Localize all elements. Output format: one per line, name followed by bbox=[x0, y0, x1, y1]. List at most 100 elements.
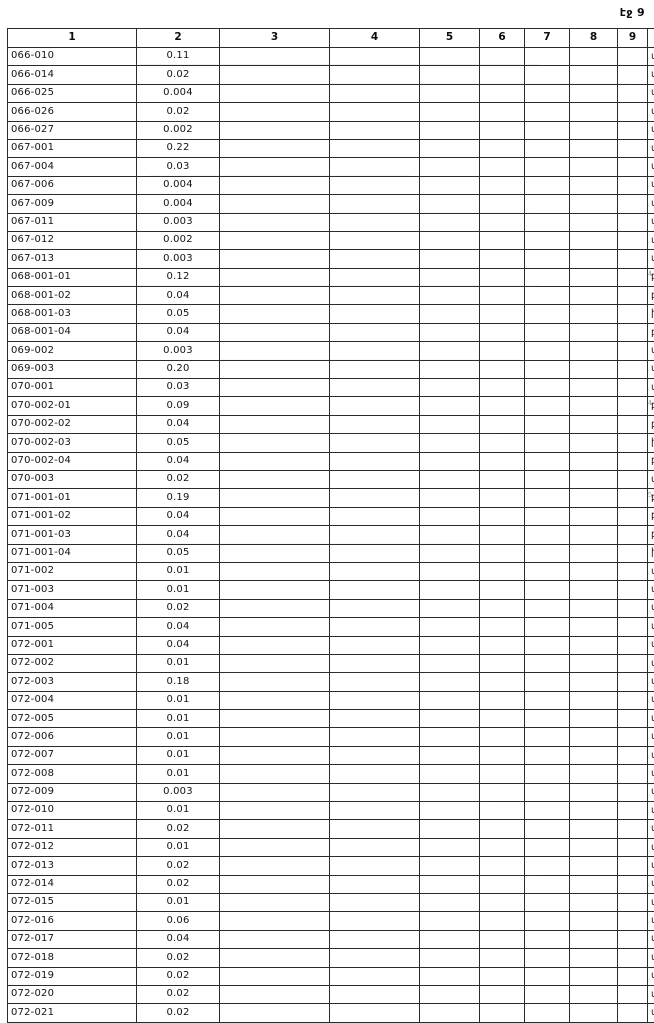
cell-col4 bbox=[330, 618, 420, 636]
table-row[interactable]: 068-001-030.05խանութ bbox=[8, 305, 654, 323]
table-row[interactable]: 071-001-030.04բնակելի շենք bbox=[8, 526, 654, 544]
cell-col8 bbox=[570, 139, 618, 157]
column-header-3: 3 bbox=[220, 29, 330, 48]
cell-col7 bbox=[525, 415, 570, 433]
cell-col5 bbox=[420, 562, 480, 580]
table-row[interactable]: 071-001-010.19բակ bbox=[8, 489, 654, 507]
cell-col3 bbox=[220, 434, 330, 452]
cell-parcel-code: 072-018 bbox=[8, 949, 137, 967]
cell-land-use: այլ հողեր bbox=[648, 746, 654, 764]
cell-land-use: այլ հողեր bbox=[648, 857, 654, 875]
column-header-5: 5 bbox=[420, 29, 480, 48]
cell-area: 0.004 bbox=[137, 195, 220, 213]
cell-col8 bbox=[570, 691, 618, 709]
cell-col7 bbox=[525, 562, 570, 580]
table-row[interactable]: 070-002-010.09բակ bbox=[8, 397, 654, 415]
table-row[interactable]: 070-002-030.05խանութ bbox=[8, 434, 654, 452]
cell-land-use: այլ հողեր bbox=[648, 802, 654, 820]
cell-col9 bbox=[618, 195, 648, 213]
cell-col8 bbox=[570, 434, 618, 452]
cell-col5 bbox=[420, 176, 480, 194]
cell-col6 bbox=[480, 618, 525, 636]
table-row[interactable]: 070-002-020.04բնակելի շենք bbox=[8, 415, 654, 433]
cell-land-use: այլ հողեր bbox=[648, 379, 654, 397]
cell-area: 0.02 bbox=[137, 875, 220, 893]
table-row[interactable]: 068-001-020.04բնակելի շենք bbox=[8, 287, 654, 305]
column-header-7: 7 bbox=[525, 29, 570, 48]
cell-col4 bbox=[330, 746, 420, 764]
table-row[interactable]: 068-001-040.04բնակելի շենք bbox=[8, 323, 654, 341]
cell-col7 bbox=[525, 507, 570, 525]
cell-col6 bbox=[480, 581, 525, 599]
cell-col5 bbox=[420, 66, 480, 84]
cell-col4 bbox=[330, 967, 420, 985]
table-row[interactable]: 071-001-040.05խանութ bbox=[8, 544, 654, 562]
cell-col7 bbox=[525, 397, 570, 415]
cell-land-use: այլ հողեր bbox=[648, 618, 654, 636]
cell-col9 bbox=[618, 470, 648, 488]
cell-area: 0.01 bbox=[137, 728, 220, 746]
cell-col4 bbox=[330, 654, 420, 672]
cell-parcel-code: 067-004 bbox=[8, 158, 137, 176]
table-row[interactable]: 070-002-040.04բնակելի շենք bbox=[8, 452, 654, 470]
cell-col7 bbox=[525, 912, 570, 930]
cell-area: 0.02 bbox=[137, 857, 220, 875]
cell-col8 bbox=[570, 599, 618, 617]
cell-col9 bbox=[618, 967, 648, 985]
cell-col6 bbox=[480, 967, 525, 985]
table-row[interactable]: 071-001-020.04բնակելի շենք bbox=[8, 507, 654, 525]
column-header-6: 6 bbox=[480, 29, 525, 48]
cell-land-use: խանութ bbox=[648, 305, 654, 323]
cell-col7 bbox=[525, 323, 570, 341]
cell-col5 bbox=[420, 250, 480, 268]
table-row[interactable]: 068-001-010.12բակ bbox=[8, 268, 654, 286]
cell-col7 bbox=[525, 875, 570, 893]
cell-parcel-code: 072-016 bbox=[8, 912, 137, 930]
cell-col5 bbox=[420, 526, 480, 544]
cell-col4 bbox=[330, 710, 420, 728]
cell-col3 bbox=[220, 507, 330, 525]
cell-col8 bbox=[570, 489, 618, 507]
